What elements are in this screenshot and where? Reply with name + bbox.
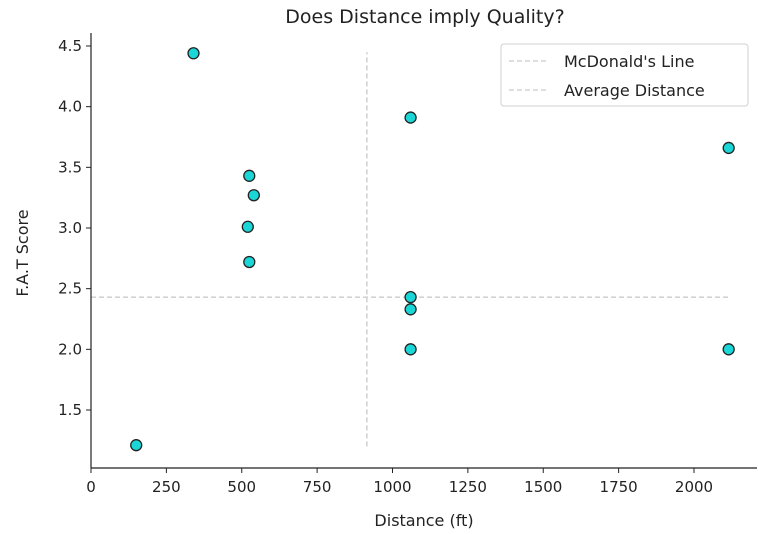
x-tick-label: 1000 — [373, 478, 411, 496]
data-point — [722, 141, 735, 155]
x-tick-label: 2000 — [675, 478, 713, 496]
x-tick-label: 1500 — [524, 478, 562, 496]
x-tick-label: 1750 — [600, 478, 638, 496]
data-point — [404, 303, 417, 316]
data-point — [187, 47, 200, 60]
data-point — [130, 439, 143, 452]
y-tick-label: 2.5 — [58, 280, 82, 298]
y-tick-label: 3.5 — [58, 158, 82, 176]
chart-title: Does Distance imply Quality? — [285, 6, 564, 28]
plot-area — [91, 47, 735, 452]
x-tick-label: 250 — [152, 478, 181, 496]
data-point — [722, 343, 735, 356]
y-tick-label: 1.5 — [58, 401, 82, 419]
x-tick-label: 500 — [227, 478, 256, 496]
legend-entry-label: Average Distance — [564, 81, 705, 100]
y-axis-ticks: 1.5 2.0 2.5 3.0 3.5 4.0 4.5 — [58, 37, 91, 419]
data-point — [404, 111, 417, 124]
data-point — [243, 169, 256, 182]
data-point — [243, 255, 256, 269]
x-axis-label: Distance (ft) — [374, 511, 473, 530]
y-axis-label: F.A.T Score — [13, 209, 32, 296]
x-tick-label: 0 — [86, 478, 96, 496]
y-tick-label: 4.0 — [58, 98, 82, 116]
legend: McDonald's Line Average Distance — [500, 43, 749, 107]
x-tick-label: 750 — [303, 478, 332, 496]
y-tick-label: 4.5 — [58, 37, 82, 55]
y-tick-label: 3.0 — [58, 219, 82, 237]
y-tick-label: 2.0 — [58, 340, 82, 358]
legend-box — [500, 43, 749, 107]
data-point — [241, 220, 254, 233]
x-axis-ticks: 0 250 500 750 1000 1250 1500 1750 2000 — [86, 468, 713, 496]
x-tick-label: 1250 — [449, 478, 487, 496]
legend-entry-label: McDonald's Line — [564, 52, 694, 71]
data-point — [247, 189, 260, 202]
data-point — [404, 343, 417, 356]
data-point — [404, 291, 417, 304]
